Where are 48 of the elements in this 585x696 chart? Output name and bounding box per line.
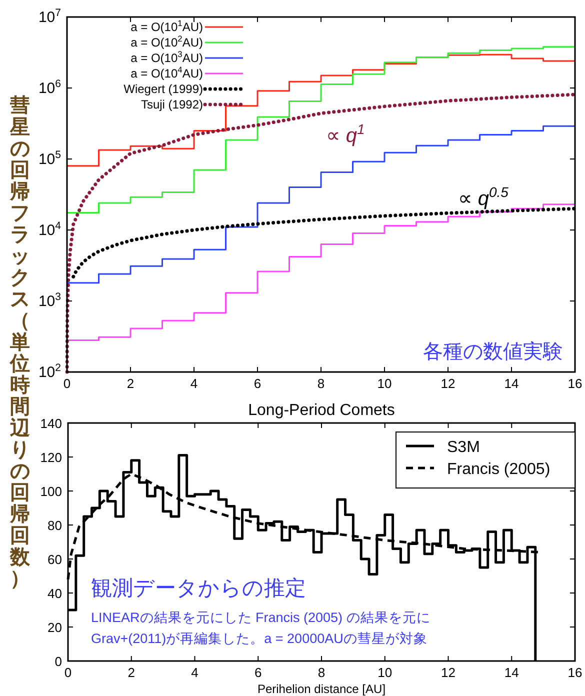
- x-tick-label: 4: [190, 376, 198, 391]
- annotation: ∝ q$^{0.5}$: [458, 184, 509, 210]
- y-tick-label: 80: [48, 518, 62, 533]
- y-tick-label: 10$^{3}$: [38, 291, 62, 310]
- x-tick-label: 10: [378, 665, 392, 680]
- y-tick-label: 10$^{2}$: [38, 362, 62, 381]
- y-tick-label: 10$^{4}$: [38, 220, 62, 239]
- annotation: 観測データからの推定: [91, 577, 306, 600]
- annotation: 各種の数値実験: [423, 340, 563, 363]
- legend-label: Wiegert (1999): [124, 82, 203, 96]
- x-tick-label: 8: [317, 376, 325, 391]
- text: 彗星の回帰フラックス（単位時間辺りの回帰回数）: [10, 95, 30, 590]
- annotation: LINEARの結果を元にした Francis (2005) の結果を元に: [91, 610, 430, 625]
- x-tick-label: 14: [504, 665, 519, 680]
- chart-title: Long-Period Comets: [248, 402, 395, 419]
- legend-label: a = O(10$^{1}$AU): [130, 18, 203, 34]
- x-tick-label: 16: [568, 665, 582, 680]
- x-tick-label: 6: [254, 376, 262, 391]
- y-tick-label: 140: [40, 416, 62, 431]
- x-tick-label: 16: [568, 376, 582, 391]
- x-tick-label: 8: [318, 665, 326, 680]
- legend-label: Tsuji (1992): [140, 98, 203, 112]
- x-tick-label: 0: [64, 665, 72, 680]
- y-tick-label: 60: [48, 552, 62, 567]
- x-tick-label: 4: [191, 665, 198, 680]
- x-tick-label: 12: [440, 376, 456, 391]
- y-tick-label: 10$^{6}$: [38, 78, 62, 97]
- legend-label: S3M: [447, 439, 480, 456]
- legend-label: a = O(10$^{4}$AU): [130, 64, 203, 80]
- y-tick-label: 100: [40, 484, 62, 499]
- legend-label: a = O(10$^{2}$AU): [130, 34, 203, 50]
- x-tick-label: 14: [504, 376, 519, 391]
- x-tick-label: 2: [126, 376, 134, 391]
- y-tick-label: 10$^{7}$: [38, 7, 62, 26]
- annotation: Grav+(2011)が再編集した。a = 20000AUの彗星が対象: [91, 631, 428, 646]
- x-tick-label: 6: [254, 665, 262, 680]
- y-tick-label: 120: [40, 450, 62, 465]
- y-tick-label: 0: [54, 654, 62, 669]
- y-tick-label: 20: [48, 620, 62, 635]
- legend-label: Francis (2005): [447, 461, 550, 478]
- y-tick-label: 10$^{5}$: [38, 149, 62, 168]
- x-tick-label: 12: [441, 665, 456, 680]
- annotation: ∝ q$^{1}$: [326, 121, 365, 147]
- y-tick-label: 40: [48, 586, 62, 601]
- legend-label: a = O(10$^{3}$AU): [130, 49, 203, 65]
- x-tick-label: 10: [377, 376, 392, 391]
- x-tick-label: 2: [128, 665, 135, 680]
- x-axis-title: Perihelion distance [AU]: [257, 682, 386, 696]
